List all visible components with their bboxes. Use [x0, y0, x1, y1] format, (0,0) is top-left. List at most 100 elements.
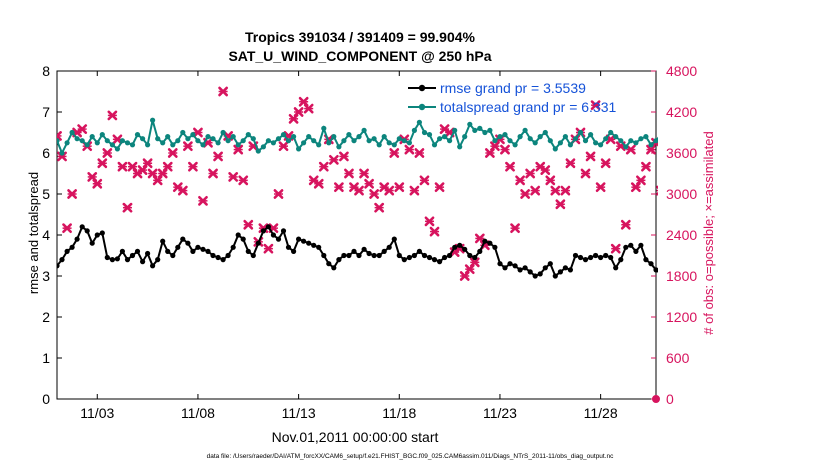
totalspread-point: [427, 132, 432, 137]
rmse-point: [205, 249, 210, 254]
totalspread-point: [70, 130, 75, 135]
x-tick-label: 11/28: [584, 405, 618, 421]
x-tick-label: 11/18: [382, 405, 416, 421]
rmse-point: [623, 245, 628, 250]
rmse-point: [543, 265, 548, 270]
rmse-point: [271, 232, 276, 237]
totalspread-point: [200, 142, 205, 147]
rmse-point: [452, 245, 457, 250]
totalspread-point: [573, 136, 578, 141]
totalspread-point: [190, 132, 195, 137]
totalspread-point: [648, 142, 653, 147]
totalspread-point: [150, 118, 155, 123]
totalspread-point: [95, 140, 100, 145]
totalspread-point: [291, 134, 296, 139]
rmse-point: [603, 253, 608, 258]
rmse-point: [482, 239, 487, 244]
legend-marker-rmse: [419, 85, 425, 91]
y-left-tick-label: 5: [42, 186, 50, 202]
rmse-point: [528, 269, 533, 274]
totalspread-point: [442, 134, 447, 139]
rmse-point: [155, 257, 160, 262]
data-file-footer: data file: /Users/raeder/DAI/ATM_forcXX/…: [207, 453, 615, 460]
totalspread-point: [246, 132, 251, 137]
totalspread-point: [221, 130, 226, 135]
totalspread-point: [125, 140, 130, 145]
rmse-point: [226, 253, 231, 258]
rmse-point: [321, 253, 326, 258]
rmse-point: [291, 249, 296, 254]
totalspread-point: [457, 144, 462, 149]
y-left-tick-label: 0: [42, 391, 50, 407]
chart-subtitle: SAT_U_WIND_COMPONENT @ 250 hPa: [228, 48, 491, 64]
rmse-point: [281, 228, 286, 233]
rmse-point: [90, 241, 95, 246]
x-tick-label: 11/13: [282, 405, 316, 421]
y-axis-left-label: rmse and totalspread: [26, 172, 41, 294]
totalspread-point: [613, 134, 618, 139]
rmse-point: [336, 257, 341, 262]
rmse-point: [190, 249, 195, 254]
totalspread-point: [372, 136, 377, 141]
totalspread-point: [543, 130, 548, 135]
rmse-point: [140, 259, 145, 264]
y-right-tick-label: 2400: [666, 227, 697, 243]
totalspread-point: [387, 140, 392, 145]
totalspread-point: [568, 142, 573, 147]
totalspread-point: [231, 134, 236, 139]
totalspread-point: [462, 134, 467, 139]
y-left-tick-label: 1: [42, 350, 50, 366]
rmse-point: [231, 245, 236, 250]
totalspread-point: [492, 138, 497, 143]
totalspread-point: [447, 138, 452, 143]
rmse-point: [160, 239, 165, 244]
totalspread-point: [513, 142, 518, 147]
totalspread-point: [80, 138, 85, 143]
rmse-point: [427, 255, 432, 260]
y-left-tick-label: 8: [42, 63, 50, 79]
rmse-point: [442, 255, 447, 260]
y-right-tick-label: 1800: [666, 268, 697, 284]
totalspread-point: [120, 138, 125, 143]
totalspread-point: [422, 130, 427, 135]
totalspread-point: [326, 140, 331, 145]
totalspread-point: [487, 128, 492, 133]
rmse-point: [65, 249, 70, 254]
totalspread-point: [256, 148, 261, 153]
y-right-tick-label: 4800: [666, 63, 697, 79]
totalspread-point: [160, 140, 165, 145]
rmse-point: [165, 249, 170, 254]
rmse-point: [286, 245, 291, 250]
rmse-point: [306, 241, 311, 246]
y-left-tick-label: 6: [42, 145, 50, 161]
totalspread-point: [608, 130, 613, 135]
totalspread-point: [281, 132, 286, 137]
rmse-point: [583, 257, 588, 262]
totalspread-point: [90, 134, 95, 139]
rmse-point: [372, 253, 377, 258]
totalspread-point: [205, 134, 210, 139]
totalspread-point: [367, 138, 372, 143]
rmse-point: [638, 243, 643, 248]
totalspread-point: [653, 138, 658, 143]
totalspread-point: [165, 134, 170, 139]
totalspread-point: [638, 136, 643, 141]
rmse-point: [331, 265, 336, 270]
rmse-point: [185, 241, 190, 246]
totalspread-point: [618, 138, 623, 143]
totalspread-point: [75, 136, 80, 141]
rmse-point: [95, 232, 100, 237]
totalspread-point: [472, 128, 477, 133]
totalspread-point: [628, 138, 633, 143]
rmse-point: [628, 243, 633, 248]
y-right-tick-label: 3000: [666, 186, 697, 202]
rmse-point: [513, 263, 518, 268]
totalspread-point: [583, 138, 588, 143]
rmse-point: [457, 243, 462, 248]
rmse-point: [392, 237, 397, 242]
obs-possible-point: [653, 396, 660, 403]
rmse-point: [367, 251, 372, 256]
totalspread-point: [65, 140, 70, 145]
totalspread-point: [210, 136, 215, 141]
totalspread-point: [432, 142, 437, 147]
